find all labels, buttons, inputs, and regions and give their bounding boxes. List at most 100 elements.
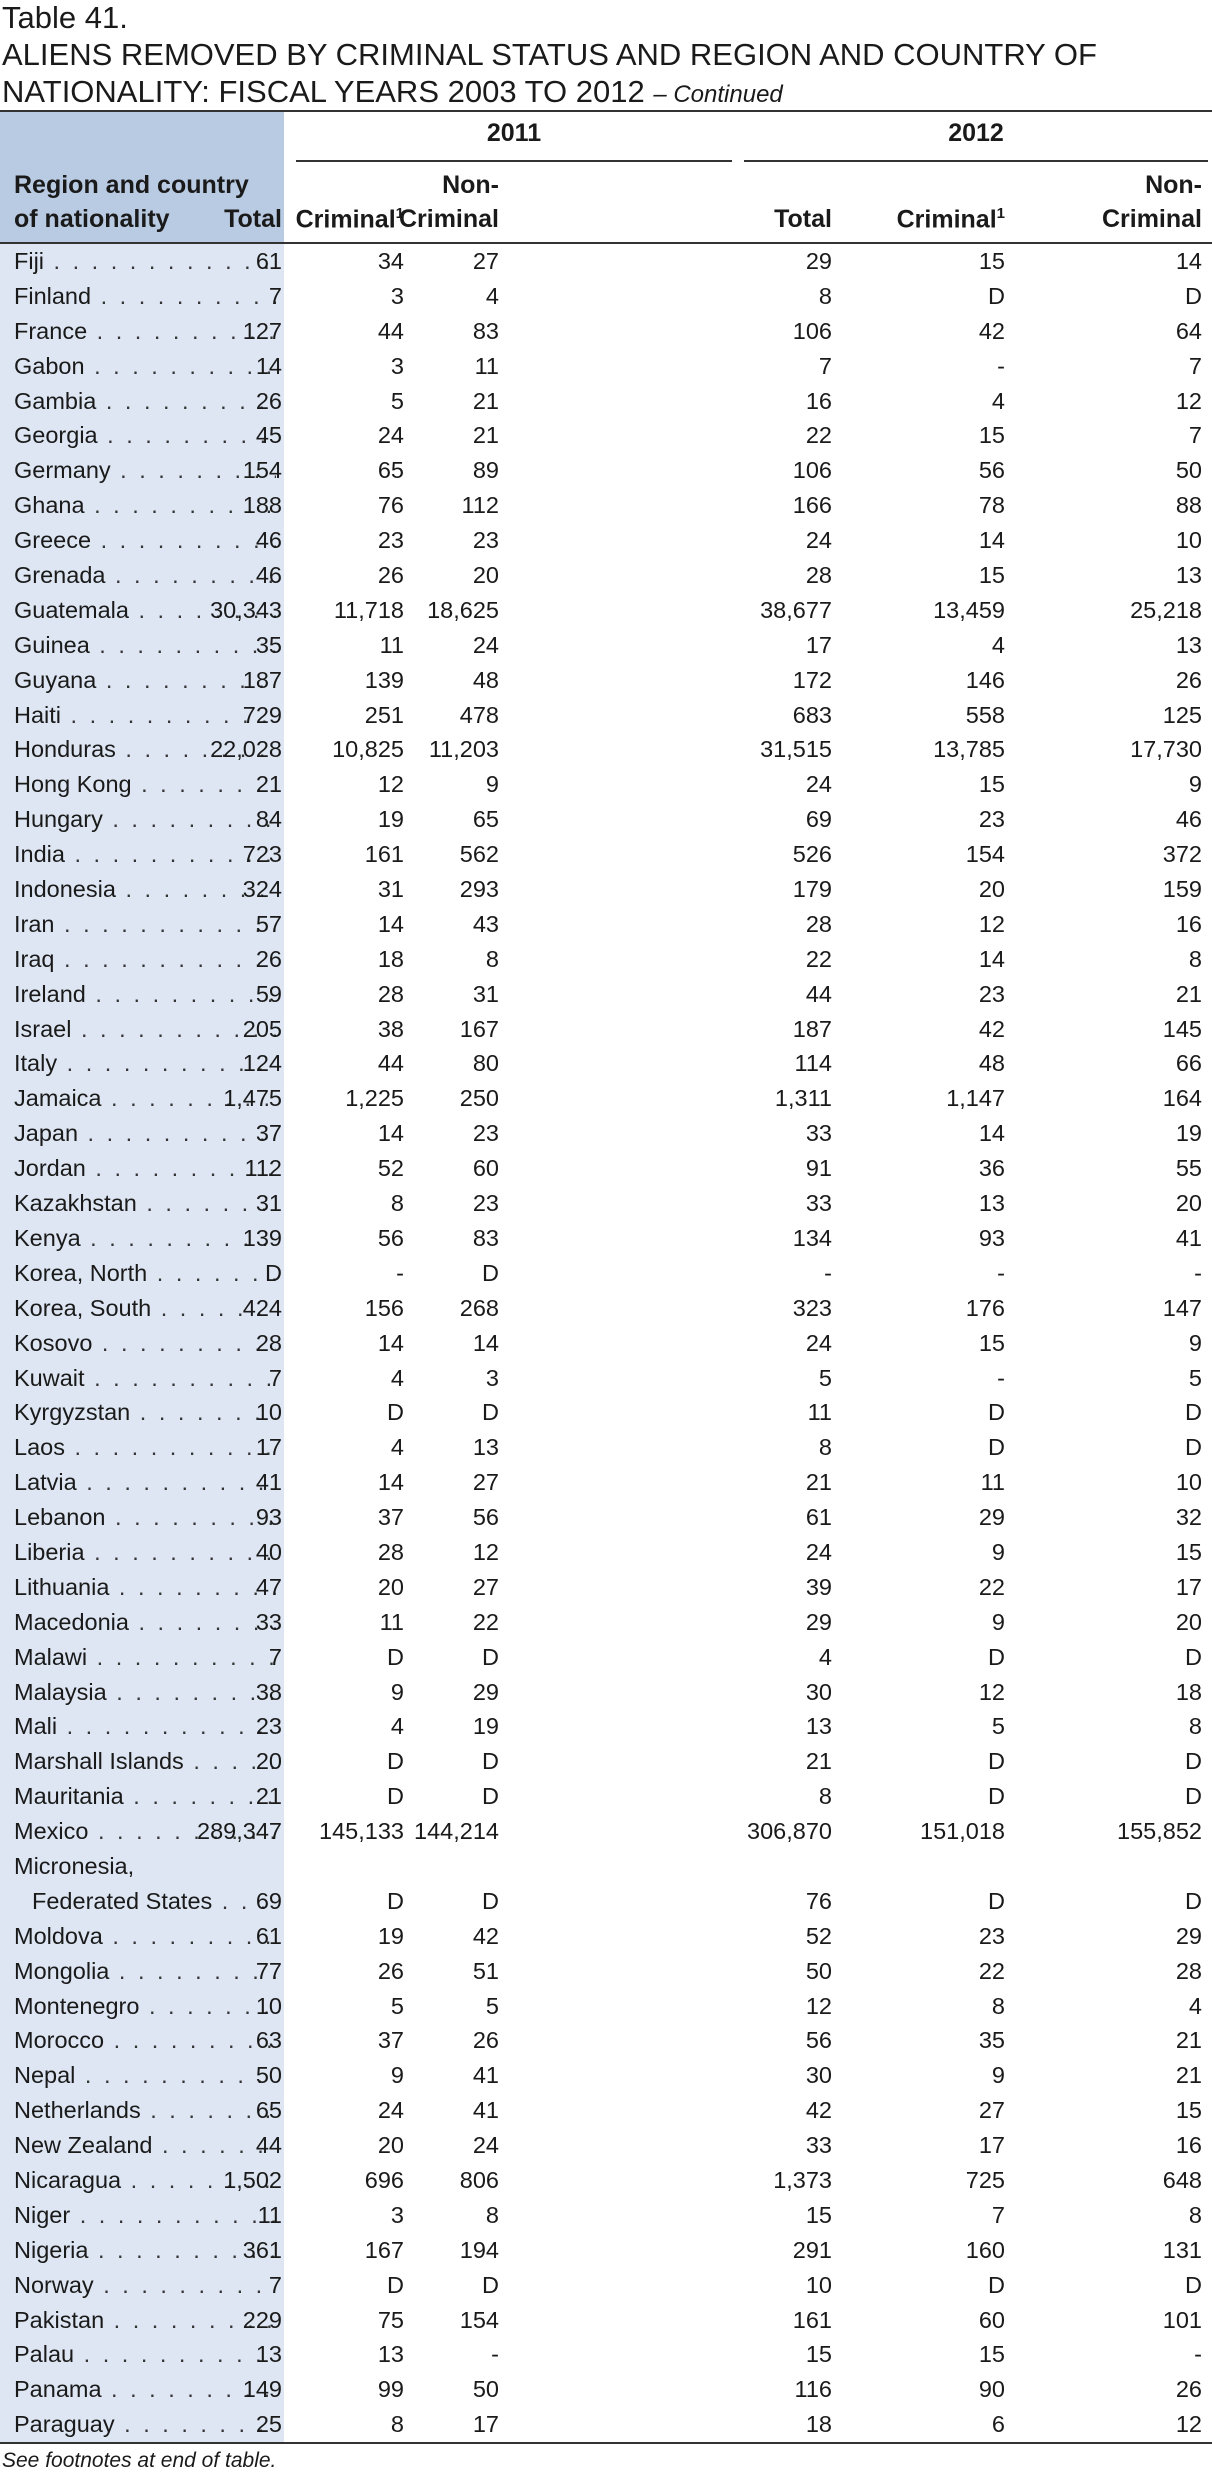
cell-total-2012: 61 bbox=[805, 1504, 832, 1531]
cell-noncriminal-2012: 66 bbox=[1175, 1050, 1202, 1077]
table-row: Nicaragua . . . . . . . . . . . . . . . … bbox=[0, 2163, 1212, 2198]
cell-criminal-2011: 156 bbox=[364, 1294, 404, 1321]
col-criminal-2012-label: Criminal bbox=[896, 205, 997, 233]
cell-total-2012: 15 bbox=[805, 2201, 832, 2228]
table-title: ALIENS REMOVED BY CRIMINAL STATUS AND RE… bbox=[2, 36, 1210, 113]
table-row: Latvia . . . . . . . . . . . . . . . . .… bbox=[0, 1465, 1212, 1500]
cell-criminal-2011: 34 bbox=[377, 248, 404, 274]
cell-total-2012: 24 bbox=[805, 1538, 832, 1565]
col-noncriminal-2011: Non- Criminal bbox=[359, 168, 499, 236]
table-row: Laos . . . . . . . . . . . . . . . . . .… bbox=[0, 1430, 1212, 1465]
cell-criminal-2012: 160 bbox=[965, 2236, 1005, 2263]
leader-dots: . . . . . . . . . . . . . . . . . . . . … bbox=[111, 1085, 276, 1112]
country-name-text: Hong Kong bbox=[14, 771, 132, 798]
cell-noncriminal-2011: 18,625 bbox=[427, 596, 499, 623]
country-name: Nigeria . . . . . . . . . . . . . . . . … bbox=[14, 2233, 276, 2268]
cell-criminal-2012: 4 bbox=[991, 387, 1005, 414]
cell-criminal-2012: 22 bbox=[978, 1573, 1005, 1600]
cell-noncriminal-2012: 64 bbox=[1175, 317, 1202, 344]
leader-dots: . . . . . . . . . . . . . . . . . . . . … bbox=[94, 1364, 276, 1391]
leader-dots: . . . . . . . . . . . . . . . . . . . . … bbox=[64, 910, 276, 937]
cell-total-2011: 40 bbox=[255, 1538, 282, 1565]
cell-total-2011: 20 bbox=[255, 1748, 282, 1775]
country-name-text: Indonesia bbox=[14, 876, 116, 903]
cell-total-2012: 12 bbox=[805, 1992, 832, 2019]
cell-total-2011: 47 bbox=[255, 1573, 282, 1600]
cell-criminal-2011: 251 bbox=[364, 701, 404, 728]
cell-total-2012: 10 bbox=[805, 2271, 832, 2298]
cell-noncriminal-2012: 125 bbox=[1162, 701, 1202, 728]
cell-criminal-2012: 9 bbox=[991, 1538, 1005, 1565]
cell-total-2011: 57 bbox=[255, 910, 282, 937]
cell-total-2012: 28 bbox=[805, 562, 832, 589]
country-name: Micronesia, Federated States . . . . . . … bbox=[14, 1849, 276, 1919]
cell-total-2012: 13 bbox=[805, 1713, 832, 1740]
cell-noncriminal-2011: 194 bbox=[459, 2236, 499, 2263]
cell-noncriminal-2011: 89 bbox=[472, 457, 499, 484]
country-name-text: Norway bbox=[14, 2271, 94, 2298]
cell-noncriminal-2011: 11 bbox=[474, 352, 499, 379]
cell-criminal-2012: 15 bbox=[978, 1329, 1005, 1356]
country-name-line-1: Micronesia, bbox=[14, 1852, 135, 1879]
cell-criminal-2012: 5 bbox=[991, 1713, 1005, 1740]
cell-criminal-2012: 13 bbox=[978, 1190, 1005, 1217]
cell-criminal-2012: D bbox=[988, 2271, 1005, 2298]
cell-noncriminal-2011: 17 bbox=[472, 2411, 499, 2438]
cell-noncriminal-2011: 26 bbox=[472, 2027, 499, 2054]
cell-criminal-2011: 75 bbox=[377, 2306, 404, 2333]
cell-criminal-2011: 24 bbox=[377, 422, 404, 449]
country-name: Fiji . . . . . . . . . . . . . . . . . .… bbox=[14, 244, 276, 279]
country-name-text: Montenegro bbox=[14, 1992, 140, 2019]
cell-noncriminal-2011: 48 bbox=[472, 666, 499, 693]
cell-criminal-2011: 14 bbox=[377, 1120, 404, 1147]
cell-criminal-2011: 37 bbox=[377, 2027, 404, 2054]
cell-criminal-2012: 17 bbox=[978, 2132, 1005, 2159]
country-name: Japan . . . . . . . . . . . . . . . . . … bbox=[14, 1116, 276, 1151]
cell-criminal-2012: 23 bbox=[978, 806, 1005, 833]
leader-dots: . . . . . . . . . . . . . . . . . . . . … bbox=[120, 457, 276, 484]
cell-total-2012: 22 bbox=[805, 945, 832, 972]
region-header-line-2: of nationality bbox=[14, 205, 170, 233]
cell-total-2011: 46 bbox=[255, 527, 282, 554]
country-name-text: Laos bbox=[14, 1434, 65, 1461]
cell-noncriminal-2012: 15 bbox=[1175, 1538, 1202, 1565]
cell-criminal-2012: 15 bbox=[978, 771, 1005, 798]
country-name-text: New Zealand bbox=[14, 2132, 153, 2159]
country-name-text: Jordan bbox=[14, 1155, 86, 1182]
cell-noncriminal-2011: 12 bbox=[472, 1538, 499, 1565]
cell-criminal-2012: 42 bbox=[978, 317, 1005, 344]
table-row: Netherlands . . . . . . . . . . . . . . … bbox=[0, 2093, 1212, 2128]
table-row: Kenya . . . . . . . . . . . . . . . . . … bbox=[0, 1221, 1212, 1256]
cell-noncriminal-2012: 10 bbox=[1175, 1469, 1202, 1496]
cell-criminal-2011: 161 bbox=[364, 841, 404, 868]
country-name-text: Hungary bbox=[14, 806, 103, 833]
table-row: Kuwait . . . . . . . . . . . . . . . . .… bbox=[0, 1361, 1212, 1396]
cell-noncriminal-2011: 23 bbox=[472, 1190, 499, 1217]
country-name: Panama . . . . . . . . . . . . . . . . .… bbox=[14, 2372, 276, 2407]
cell-total-2011: 723 bbox=[242, 841, 282, 868]
table-row: Malaysia . . . . . . . . . . . . . . . .… bbox=[0, 1675, 1212, 1710]
country-name: Korea, South . . . . . . . . . . . . . .… bbox=[14, 1291, 276, 1326]
cell-total-2011: 77 bbox=[255, 1957, 282, 1984]
cell-noncriminal-2012: 10 bbox=[1175, 527, 1202, 554]
country-name-text: France bbox=[14, 317, 88, 344]
table-row: Guyana . . . . . . . . . . . . . . . . .… bbox=[0, 663, 1212, 698]
table-row: Georgia . . . . . . . . . . . . . . . . … bbox=[0, 418, 1212, 453]
col-noncriminal-2012: Non- Criminal bbox=[1062, 168, 1202, 236]
cell-criminal-2012: - bbox=[997, 1259, 1005, 1286]
country-name-text: Guatemala bbox=[14, 596, 129, 623]
cell-noncriminal-2012: 20 bbox=[1175, 1608, 1202, 1635]
country-name: Hungary . . . . . . . . . . . . . . . . … bbox=[14, 802, 276, 837]
table-row: Iran . . . . . . . . . . . . . . . . . .… bbox=[0, 907, 1212, 942]
cell-total-2011: 38 bbox=[255, 1678, 282, 1705]
cell-noncriminal-2012: 13 bbox=[1175, 562, 1202, 589]
table-row: Paraguay . . . . . . . . . . . . . . . .… bbox=[0, 2407, 1212, 2442]
cell-criminal-2011: 8 bbox=[390, 1190, 404, 1217]
col-noncriminal-2012-line-2: Criminal bbox=[1101, 205, 1202, 233]
country-name-text: Nicaragua bbox=[14, 2167, 122, 2193]
cell-noncriminal-2012: 21 bbox=[1175, 980, 1202, 1007]
cell-criminal-2011: 26 bbox=[377, 562, 404, 589]
cell-total-2012: 106 bbox=[792, 457, 832, 484]
cell-total-2012: 1,373 bbox=[773, 2167, 832, 2193]
leader-dots: . . . . . . . . . . . . . . . . . . . . … bbox=[99, 631, 276, 658]
